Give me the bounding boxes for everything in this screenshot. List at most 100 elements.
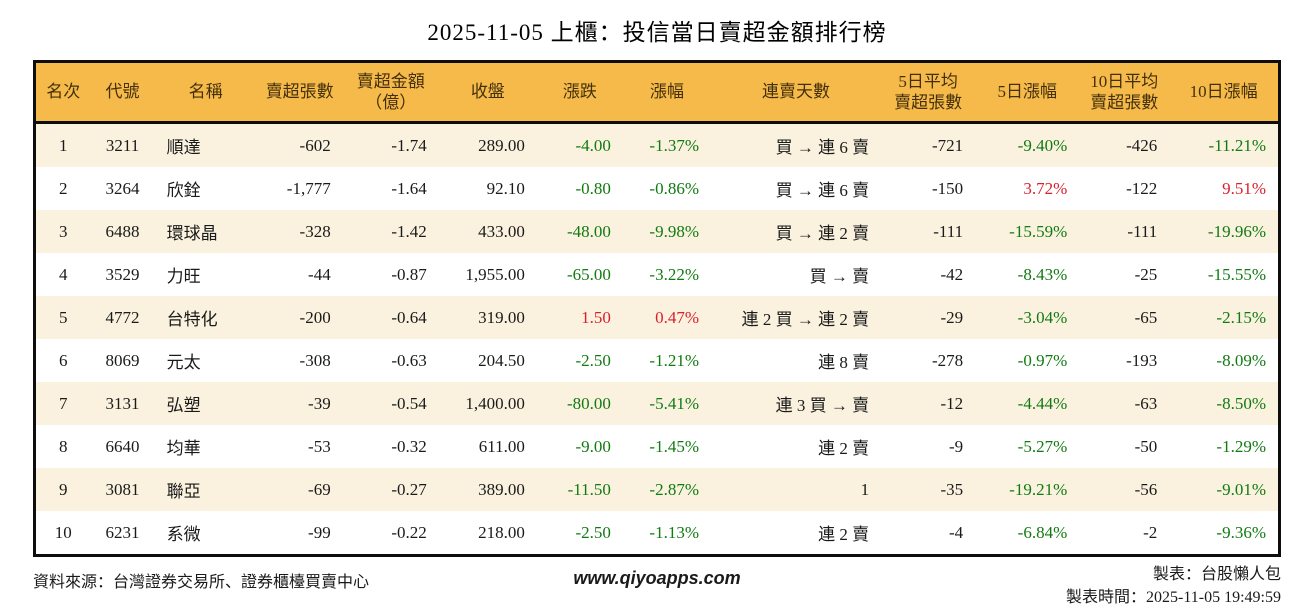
table-row: 6 8069 元太 -308 -0.63 204.50 -2.50 -1.21% 連 8 賣 -2… [34, 339, 1280, 382]
cell-pct5: -8.43% [1017, 264, 1068, 284]
cell-streak: 1 [860, 479, 870, 499]
cell-name: 元太 [166, 353, 201, 372]
header-streak: 連賣天數 [710, 61, 882, 124]
cell-sell_volume: -328 [299, 221, 331, 241]
cell-rank: 7 [59, 393, 68, 413]
cell-avg10: -65 [1134, 307, 1158, 327]
cell-avg5: -150 [932, 178, 964, 198]
cell-pct10: -8.50% [1216, 393, 1266, 413]
cell-sell_amount: -1.42 [391, 221, 427, 241]
cell-avg10: -426 [1126, 135, 1158, 155]
cell-pct5: -4.44% [1017, 393, 1068, 413]
data-source-note: 資料來源：台灣證券交易所、證券櫃檯買賣中心 [33, 574, 370, 591]
report-footer: 資料來源：台灣證券交易所、證券櫃檯買賣中心 www.qiyoapps.com 製… [33, 563, 1281, 609]
cell-avg5: -29 [940, 307, 964, 327]
cell-avg10: -122 [1126, 178, 1158, 198]
cell-change: 1.50 [581, 307, 611, 327]
header-rank: 名次 [34, 61, 91, 124]
table-row: 2 3264 欣銓 -1,777 -1.64 92.10 -0.80 -0.86% 買 → 連 … [34, 167, 1280, 210]
cell-change_pct: -1.37% [649, 135, 699, 155]
cell-rank: 8 [59, 436, 68, 456]
cell-change: -65.00 [567, 264, 611, 284]
cell-pct10: -1.29% [1216, 436, 1266, 456]
cell-close: 433.00 [478, 221, 525, 241]
header-sell_amount: 賣超金額 （億） [342, 61, 439, 124]
cell-avg10: -50 [1134, 436, 1158, 456]
cell-pct10: -8.09% [1216, 350, 1266, 370]
cell-sell_amount: -1.64 [391, 178, 427, 198]
cell-close: 218.00 [478, 522, 525, 542]
cell-avg10: -2 [1143, 522, 1158, 542]
cell-change: -2.50 [575, 350, 611, 370]
table-row: 7 3131 弘塑 -39 -0.54 1,400.00 -80.00 -5.41% 連 3 買… [34, 382, 1280, 425]
cell-avg5: -9 [949, 436, 964, 456]
cell-sell_amount: -0.22 [391, 522, 427, 542]
cell-change_pct: 0.47% [655, 307, 699, 327]
header-change_pct: 漲幅 [622, 61, 711, 124]
cell-change: -4.00 [575, 135, 611, 155]
cell-close: 1,400.00 [465, 393, 525, 413]
header-pct10: 10日漲幅 [1169, 61, 1280, 124]
cell-pct10: -19.96% [1207, 221, 1266, 241]
cell-pct5: 3.72% [1023, 178, 1068, 198]
website-text: www.qiyoapps.com [573, 568, 741, 588]
cell-name: 欣銓 [166, 181, 201, 200]
header-sell_volume: 賣超張數 [256, 61, 343, 124]
cell-change: -48.00 [567, 221, 611, 241]
cell-avg10: -111 [1127, 221, 1158, 241]
cell-name: 台特化 [166, 310, 218, 329]
made-time-label: 製表時間：2025-11-05 19:49:59 [1066, 589, 1281, 607]
cell-sell_amount: -0.64 [391, 307, 427, 327]
cell-close: 389.00 [478, 479, 525, 499]
cell-rank: 4 [59, 264, 68, 284]
cell-change: -9.00 [575, 436, 611, 456]
cell-code: 6488 [105, 221, 140, 241]
cell-pct10: -9.36% [1216, 522, 1266, 542]
cell-avg5: -721 [932, 135, 964, 155]
cell-change: -2.50 [575, 522, 611, 542]
cell-name: 力旺 [166, 267, 201, 286]
ranking-table: 名次 代號 名稱 賣超張數 賣超金額 （億） 收盤 漲跌 漲幅 連賣天數 5日平均 賣超張數 5日漲… [33, 60, 1281, 557]
cell-avg5: -12 [940, 393, 964, 413]
cell-sell_amount: -0.87 [391, 264, 427, 284]
cell-rank: 6 [59, 350, 68, 370]
cell-pct5: -3.04% [1017, 307, 1068, 327]
cell-close: 92.10 [486, 178, 525, 198]
cell-sell_volume: -53 [308, 436, 331, 456]
cell-code: 3131 [105, 393, 140, 413]
cell-sell_volume: -69 [308, 479, 331, 499]
cell-pct10: 9.51% [1222, 178, 1266, 198]
cell-sell_amount: -1.74 [391, 135, 427, 155]
cell-change: -0.80 [575, 178, 611, 198]
cell-code: 3211 [105, 135, 140, 155]
cell-avg10: -193 [1126, 350, 1158, 370]
cell-code: 3081 [105, 479, 140, 499]
cell-change: -11.50 [567, 479, 611, 499]
cell-pct10: -15.55% [1207, 264, 1266, 284]
report-title: 2025-11-05 上櫃：投信當日賣超金額排行榜 [427, 20, 887, 45]
cell-avg5: -35 [940, 479, 964, 499]
cell-avg5: -4 [949, 522, 964, 542]
cell-code: 6231 [105, 522, 140, 542]
cell-rank: 5 [59, 307, 68, 327]
table-row: 5 4772 台特化 -200 -0.64 319.00 1.50 0.47% 連 2 買 → … [34, 296, 1280, 339]
cell-pct10: -9.01% [1216, 479, 1266, 499]
cell-change_pct: -3.22% [649, 264, 699, 284]
cell-name: 系微 [166, 525, 201, 544]
cell-code: 6640 [105, 436, 140, 456]
cell-streak: 買 → 連 6 賣 [775, 138, 870, 157]
cell-avg5: -111 [933, 221, 964, 241]
cell-pct10: -2.15% [1216, 307, 1266, 327]
cell-streak: 連 3 買 → 賣 [775, 396, 870, 415]
header-code: 代號 [90, 61, 155, 124]
cell-streak: 連 2 買 → 連 2 賣 [741, 310, 870, 329]
cell-sell_volume: -1,777 [286, 178, 331, 198]
cell-pct5: -5.27% [1017, 436, 1068, 456]
table-row: 10 6231 系微 -99 -0.22 218.00 -2.50 -1.13% 連 2 賣 -4… [34, 511, 1280, 556]
cell-close: 1,955.00 [465, 264, 525, 284]
cell-close: 204.50 [478, 350, 525, 370]
cell-sell_volume: -200 [299, 307, 331, 327]
cell-close: 611.00 [478, 436, 525, 456]
cell-pct5: -19.21% [1009, 479, 1068, 499]
